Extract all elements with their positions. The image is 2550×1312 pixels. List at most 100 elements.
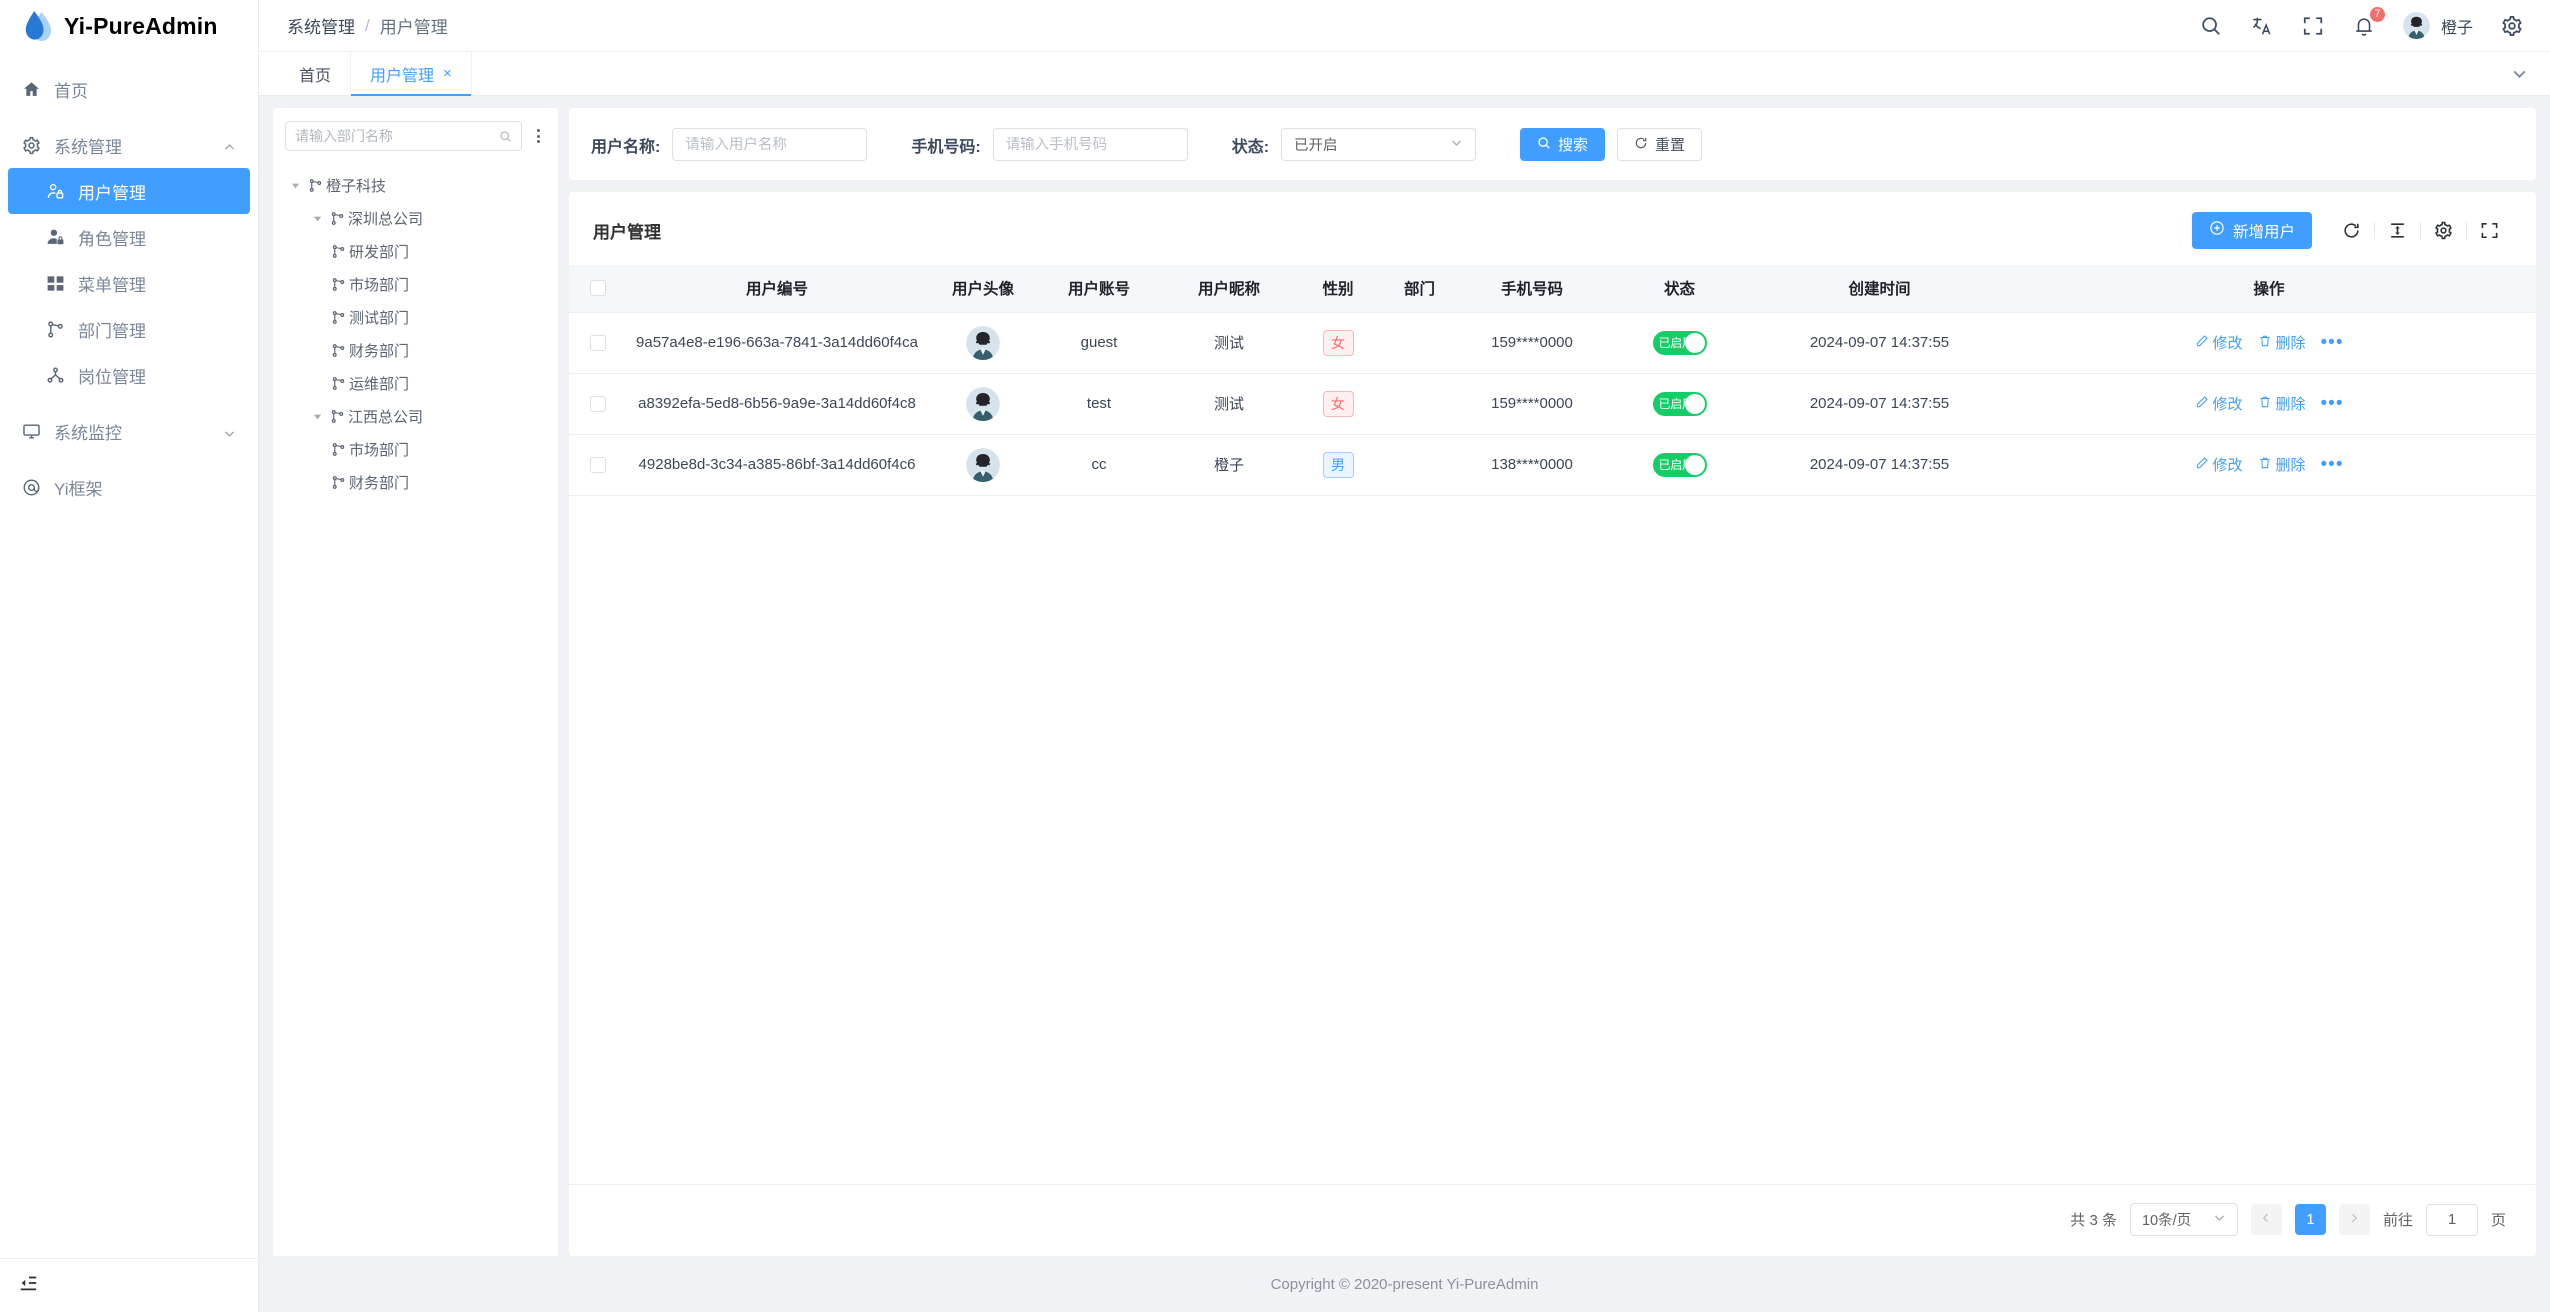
dept-search-input[interactable] <box>295 128 493 144</box>
sidebar-item-yi-framework[interactable]: Yi框架 <box>0 464 258 510</box>
settings-icon[interactable] <box>2434 221 2453 240</box>
status-toggle[interactable]: 已启用 <box>1652 330 1707 355</box>
sidebar-collapse-bar[interactable] <box>0 1258 258 1312</box>
chevron-down-icon[interactable] <box>2511 65 2528 82</box>
tree-node[interactable]: 市场部门 <box>273 268 558 301</box>
close-icon[interactable]: × <box>443 65 452 82</box>
divider <box>2420 222 2421 239</box>
page-size-select[interactable]: 10条/页 <box>2129 1203 2238 1236</box>
cell-gender: 女 <box>1299 373 1377 434</box>
row-checkbox[interactable] <box>590 457 606 474</box>
sidebar-item-user-management[interactable]: 用户管理 <box>8 168 250 214</box>
brand[interactable]: Yi-PureAdmin <box>0 0 258 52</box>
tree-node[interactable]: 橙子科技 <box>273 169 558 202</box>
table-row[interactable]: 4928be8d-3c34-a385-86bf-3a14dd60f4c6 cc … <box>569 434 2536 495</box>
more-actions-icon[interactable]: ••• <box>2320 454 2344 475</box>
sidebar-item-post-management[interactable]: 岗位管理 <box>0 352 258 398</box>
cell-gender: 女 <box>1299 312 1377 373</box>
reset-button[interactable]: 重置 <box>1617 128 1703 161</box>
more-actions-icon[interactable]: ••• <box>2320 393 2344 414</box>
tree-node[interactable]: 财务部门 <box>273 466 558 499</box>
delete-button[interactable]: 删除 <box>2258 393 2306 414</box>
table-row[interactable]: a8392efa-5ed8-6b56-9a9e-3a14dd60f4c8 tes… <box>569 373 2536 434</box>
edit-button[interactable]: 修改 <box>2195 332 2243 353</box>
branch-icon <box>330 375 347 392</box>
branch-icon <box>330 441 347 458</box>
row-checkbox[interactable] <box>590 396 606 413</box>
more-actions-icon[interactable]: ••• <box>2320 332 2344 353</box>
search-button[interactable]: 搜索 <box>1520 128 1606 161</box>
tab-home[interactable]: 首页 <box>280 52 352 95</box>
refresh-icon[interactable] <box>2342 221 2361 240</box>
select-all-checkbox[interactable] <box>590 280 606 297</box>
more-vertical-icon[interactable] <box>530 126 546 146</box>
status-select[interactable]: 已开启 <box>1281 128 1477 161</box>
tree-node[interactable]: 深圳总公司 <box>273 202 558 235</box>
sidebar-item-home[interactable]: 首页 <box>0 66 258 112</box>
cell-avatar <box>927 434 1039 495</box>
gear-icon[interactable] <box>2500 14 2524 38</box>
page-number-1[interactable]: 1 <box>2294 1204 2326 1235</box>
delete-button[interactable]: 删除 <box>2258 332 2306 353</box>
caret-down-icon[interactable] <box>285 180 305 191</box>
sidebar-item-system-management[interactable]: 系统管理 <box>0 122 258 168</box>
tab-user-management[interactable]: 用户管理 × <box>351 52 472 96</box>
username-input-wrap[interactable] <box>672 128 868 161</box>
pencil-icon <box>2195 334 2209 352</box>
translate-icon[interactable] <box>2250 14 2274 38</box>
sidebar-item-dept-management[interactable]: 部门管理 <box>0 306 258 352</box>
edit-label: 修改 <box>2212 396 2243 413</box>
edit-button[interactable]: 修改 <box>2195 393 2243 414</box>
breadcrumb-parent[interactable]: 系统管理 <box>287 18 355 37</box>
avatar <box>966 325 1000 360</box>
branch-icon <box>307 177 324 194</box>
search-icon[interactable] <box>2199 14 2223 38</box>
row-checkbox[interactable] <box>590 335 606 352</box>
bell-icon[interactable]: 7 <box>2352 5 2386 38</box>
status-toggle[interactable]: 已启用 <box>1652 452 1707 477</box>
prev-page-button[interactable] <box>2250 1204 2282 1235</box>
col-dept: 部门 <box>1377 265 1462 313</box>
tabs-bar: 首页 用户管理 × <box>259 52 2550 96</box>
tree-node[interactable]: 财务部门 <box>273 334 558 367</box>
reset-button-label: 重置 <box>1655 137 1686 154</box>
tree-node[interactable]: 运维部门 <box>273 367 558 400</box>
dept-search-box[interactable] <box>285 121 522 151</box>
search-button-label: 搜索 <box>1558 137 1589 154</box>
user-menu[interactable]: 橙子 <box>2402 12 2473 39</box>
phone-input[interactable] <box>1005 136 1175 153</box>
caret-down-icon[interactable] <box>307 411 327 422</box>
cell-account: test <box>1086 395 1112 412</box>
next-page-button[interactable] <box>2338 1204 2370 1235</box>
sidebar-item-system-monitor[interactable]: 系统监控 <box>0 408 258 454</box>
username-input[interactable] <box>685 136 855 153</box>
cell-gender: 男 <box>1299 434 1377 495</box>
cell-status: 已启用 <box>1602 373 1757 434</box>
status-toggle[interactable]: 已启用 <box>1652 391 1707 416</box>
tree-node[interactable]: 测试部门 <box>273 301 558 334</box>
sidebar-item-label: 系统监控 <box>54 423 122 443</box>
tree-node[interactable]: 市场部门 <box>273 433 558 466</box>
sidebar-collapse-icon[interactable] <box>18 1273 38 1298</box>
caret-down-icon[interactable] <box>307 213 327 224</box>
edit-button[interactable]: 修改 <box>2195 454 2243 475</box>
role-user-icon <box>46 228 65 247</box>
fullscreen-icon[interactable] <box>2301 14 2325 38</box>
tree-node[interactable]: 研发部门 <box>273 235 558 268</box>
sidebar-item-label: 角色管理 <box>78 229 146 249</box>
delete-button[interactable]: 删除 <box>2258 454 2306 475</box>
table-row[interactable]: 9a57a4e8-e196-663a-7841-3a14dd60f4ca gue… <box>569 312 2536 373</box>
sidebar-item-label: 用户管理 <box>78 183 146 203</box>
breadcrumb-current: 用户管理 <box>379 18 448 37</box>
phone-input-wrap[interactable] <box>992 128 1188 161</box>
dept-tree-header <box>273 108 558 163</box>
density-icon[interactable] <box>2388 221 2407 240</box>
branch-icon <box>329 408 346 425</box>
filter-status-label: 状态: <box>1231 138 1270 156</box>
sidebar-item-role-management[interactable]: 角色管理 <box>0 214 258 260</box>
add-user-button[interactable]: 新增用户 <box>2191 212 2312 249</box>
sidebar-item-menu-management[interactable]: 菜单管理 <box>0 260 258 306</box>
goto-page-input[interactable]: 1 <box>2425 1203 2478 1236</box>
fullscreen-icon[interactable] <box>2480 221 2499 240</box>
tree-node[interactable]: 江西总公司 <box>273 400 558 433</box>
